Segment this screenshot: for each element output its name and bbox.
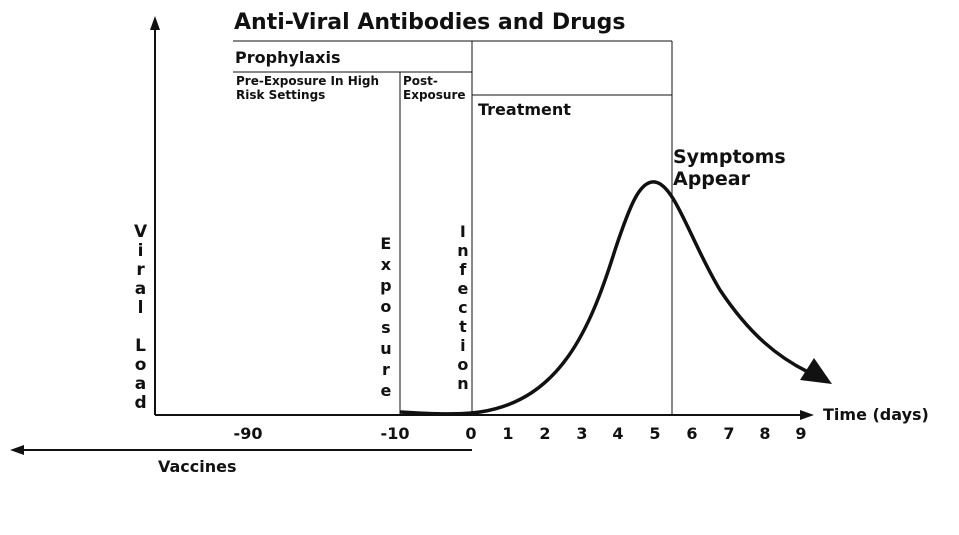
- x-tick-label: 8: [759, 424, 771, 443]
- pre-exposure-label: Pre-Exposure In High Risk Settings: [236, 74, 379, 102]
- frame: [233, 40, 673, 415]
- x-tick-label: 4: [612, 424, 624, 443]
- x-tick-label: 9: [795, 424, 807, 443]
- exposure-label: Exposure: [376, 234, 396, 402]
- infection-label: Infection: [453, 222, 473, 393]
- title: Anti-Viral Antibodies and Drugs: [234, 10, 626, 35]
- x-tick-label: 6: [686, 424, 698, 443]
- prophylaxis-label: Prophylaxis: [235, 48, 341, 67]
- treatment-label: Treatment: [478, 100, 571, 119]
- x-tick-label: 0: [465, 424, 477, 443]
- x-tick-label: -10: [380, 424, 410, 443]
- x-tick-label: 3: [576, 424, 588, 443]
- vaccines-label: Vaccines: [158, 457, 237, 476]
- y-arrow: [150, 16, 160, 30]
- x-axis-label: Time (days): [823, 405, 929, 424]
- axes: [20, 26, 804, 451]
- post-exposure-label: Post-Exposure: [403, 74, 466, 102]
- curve-arrow: [800, 358, 832, 384]
- x-tick-label: 5: [649, 424, 661, 443]
- vaccine-arrow: [10, 445, 24, 455]
- x-tick-label: 2: [539, 424, 551, 443]
- symptoms-label: Symptoms Appear: [673, 146, 786, 190]
- viral-load-curve: [399, 180, 809, 416]
- x-arrow: [800, 410, 814, 420]
- y-axis-label: Viral Load: [130, 222, 151, 412]
- x-tick-label: 7: [723, 424, 735, 443]
- x-tick-label: -90: [233, 424, 263, 443]
- x-tick-label: 1: [502, 424, 514, 443]
